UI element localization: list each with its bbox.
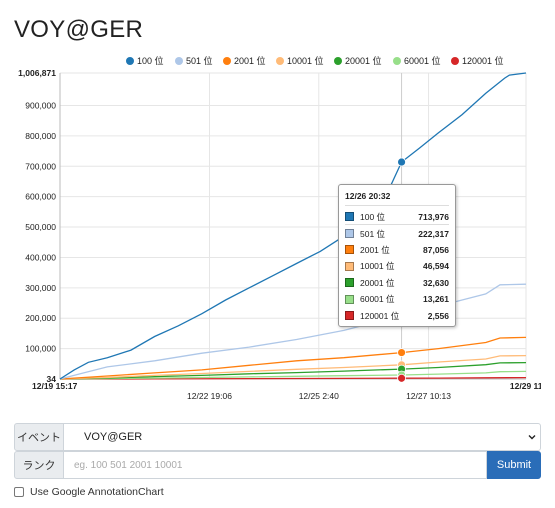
tooltip-row-value: 713,976 [418,211,449,222]
tooltip-swatch [345,212,354,222]
submit-button[interactable]: Submit [487,451,541,479]
rank-chart[interactable]: 100 位 501 位 2001 位 10001 位 20001 位 60001 位 120… [14,50,541,410]
y-tick-label: 200,000 [25,313,56,323]
annotation-chart-checkbox[interactable] [14,487,24,497]
legend-label: 10001 位 [287,55,324,66]
legend-marker [393,57,401,65]
tooltip-row: 60001 位 13,261 [345,291,449,307]
page-title: VOY@GER [14,16,144,43]
tooltip-swatch [345,229,354,239]
x-tick-label: 12/19 15:17 [32,381,78,391]
tooltip-divider [345,205,449,206]
event-select[interactable]: VOY@GER [64,423,541,451]
x-tick-label: 12/27 10:13 [406,391,451,401]
rank-label: ランク [14,451,64,479]
tooltip-row: 2001 位 87,056 [345,242,449,258]
legend-marker [334,57,342,65]
tooltip-row-value: 2,556 [427,310,449,321]
rank-form-row: ランク Submit [14,451,541,479]
y-tick-label: 1,006,871 [18,68,56,78]
tooltip-date: 12/26 20:32 [345,191,391,201]
legend-marker [451,57,459,65]
x-tick-label: 12/22 19:06 [187,391,232,401]
y-tick-label: 500,000 [25,222,56,232]
chart-tooltip: 12/26 20:32 100 位 713,976 501 位 222,317 2001… [338,184,456,327]
legend-label: 501 位 [186,55,213,66]
legend-label: 60001 位 [404,55,441,66]
legend-marker [126,57,134,65]
legend-marker [175,57,183,65]
tooltip-rows: 100 位 713,976 501 位 222,317 2001 位 87,056 1000… [345,209,449,324]
tooltip-row-label: 120001 位 [360,310,400,321]
tooltip-row-label: 2001 位 [360,244,390,255]
tooltip-row-value: 222,317 [418,228,449,239]
legend-marker [223,57,231,65]
series-line [59,354,527,380]
tooltip-swatch [345,311,354,321]
tooltip-row-label: 501 位 [360,228,386,239]
tooltip-row-label: 60001 位 [360,294,395,305]
tooltip-row: 100 位 713,976 [345,209,449,226]
y-tick-label: 900,000 [25,100,56,110]
legend-label: 20001 位 [345,55,382,66]
tooltip-swatch [345,294,354,304]
tooltip-row: 20001 位 32,630 [345,275,449,291]
y-tick-label: 400,000 [25,252,56,262]
series-line [59,376,527,380]
hover-marker [397,373,406,383]
tooltip-row-value: 46,594 [423,261,449,272]
rank-chart-svg[interactable]: 100 位 501 位 2001 位 10001 位 20001 位 60001 位 120… [14,50,541,410]
series-line [59,336,527,380]
series-line [59,370,527,380]
y-tick-label: 600,000 [25,192,56,202]
legend-label: 120001 位 [462,55,504,66]
annotation-chart-option[interactable]: Use Google AnnotationChart [14,486,164,498]
series-line [59,361,527,380]
tooltip-row-value: 13,261 [423,294,449,305]
x-tick-label: 12/29 11:4 [510,381,541,391]
hover-marker [397,157,406,167]
event-form-row: イベント VOY@GER [14,423,541,451]
chart-series [59,72,527,380]
tooltip-row: 10001 位 46,594 [345,258,449,274]
series-line [59,72,527,380]
event-label: イベント [14,423,64,451]
chevron-down-icon [528,435,536,440]
hover-marker [397,348,406,357]
y-tick-label: 100,000 [25,344,56,354]
tooltip-row: 120001 位 2,556 [345,307,449,323]
legend-label: 100 位 [137,55,164,66]
tooltip-row-label: 100 位 [360,211,386,222]
tooltip-swatch [345,245,354,255]
y-tick-label: 300,000 [25,283,56,293]
tooltip-row-value: 32,630 [423,277,449,288]
tooltip-swatch [345,261,354,271]
y-tick-label: 700,000 [25,161,56,171]
y-tick-label: 800,000 [25,131,56,141]
chart-legend: 100 位 501 位 2001 位 10001 位 20001 位 60001 位 120… [126,55,504,66]
tooltip-row-value: 87,056 [423,244,449,255]
legend-label: 2001 位 [234,55,266,66]
tooltip-row-label: 10001 位 [360,261,395,272]
event-select-value: VOY@GER [84,431,143,443]
rank-input[interactable] [64,451,487,479]
annotation-chart-checkbox-label: Use Google AnnotationChart [30,486,164,498]
tooltip-row: 501 位 222,317 [345,225,449,241]
x-tick-label: 12/25 2:40 [299,391,339,401]
tooltip-swatch [345,278,354,288]
y-tick-label: 34 [47,374,57,384]
tooltip-row-label: 20001 位 [360,277,395,288]
chart-ticks: 34 100,000 200,000 300,000 400,000 500,000 600… [18,68,541,401]
legend-marker [276,57,284,65]
series-line [59,283,527,380]
